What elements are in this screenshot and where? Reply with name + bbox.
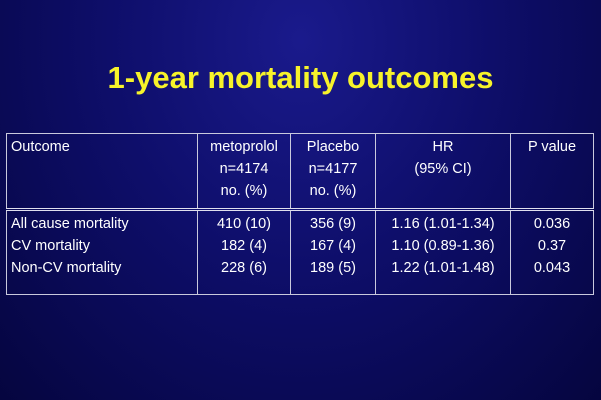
header-text: n=4177 [308, 161, 358, 177]
outcome-cell: All cause mortality CV mortality Non-CV mo… [6, 209, 198, 295]
cell: 410 (10) [216, 216, 271, 232]
cell: 189 (5) [310, 260, 356, 276]
table-header-row: Outcome metoprolol n=4174 no. (%) Placebo n… [6, 133, 594, 211]
header-text: metoprolol [210, 139, 278, 155]
header-text: (95% CI) [414, 161, 472, 177]
cell: 167 (4) [310, 238, 356, 254]
hr-cell: 1.16 (1.01-1.34) 1.10 (0.89-1.36) 1.22 (1.… [375, 209, 511, 295]
header-text: no. (%) [220, 183, 268, 199]
cell: 182 (4) [221, 238, 267, 254]
cell: 0.37 [537, 238, 567, 254]
cell: All cause mortality [11, 216, 129, 232]
cell: Non-CV mortality [11, 260, 122, 276]
header-p-value: P value [510, 133, 594, 211]
header-text: n=4174 [219, 161, 269, 177]
slide-title: 1-year mortality outcomes [107, 60, 494, 95]
cell: 1.16 (1.01-1.34) [391, 216, 495, 232]
header-placebo: Placebo n=4177 no. (%) [290, 133, 376, 211]
placebo-cell: 356 (9) 167 (4) 189 (5) [290, 209, 376, 295]
header-text: no. (%) [309, 183, 357, 199]
table-body-row: All cause mortality CV mortality Non-CV mo… [6, 209, 594, 295]
metoprolol-cell: 410 (10) 182 (4) 228 (6) [197, 209, 291, 295]
cell: 356 (9) [310, 216, 356, 232]
header-outcome: Outcome [6, 133, 198, 211]
cell: CV mortality [11, 238, 90, 254]
mortality-outcomes-table: Outcome metoprolol n=4174 no. (%) Placebo n… [6, 133, 594, 295]
header-text: Placebo [306, 139, 360, 155]
header-text: HR [432, 139, 454, 155]
header-hr: HR (95% CI) [375, 133, 511, 211]
p-value-cell: 0.036 0.37 0.043 [510, 209, 594, 295]
cell: 1.22 (1.01-1.48) [391, 260, 495, 276]
cell: 1.10 (0.89-1.36) [391, 238, 495, 254]
cell: 0.043 [533, 260, 571, 276]
header-text: P value [527, 139, 577, 155]
header-metoprolol: metoprolol n=4174 no. (%) [197, 133, 291, 211]
cell: 228 (6) [221, 260, 267, 276]
cell: 0.036 [533, 216, 571, 232]
header-text: Outcome [11, 139, 70, 155]
